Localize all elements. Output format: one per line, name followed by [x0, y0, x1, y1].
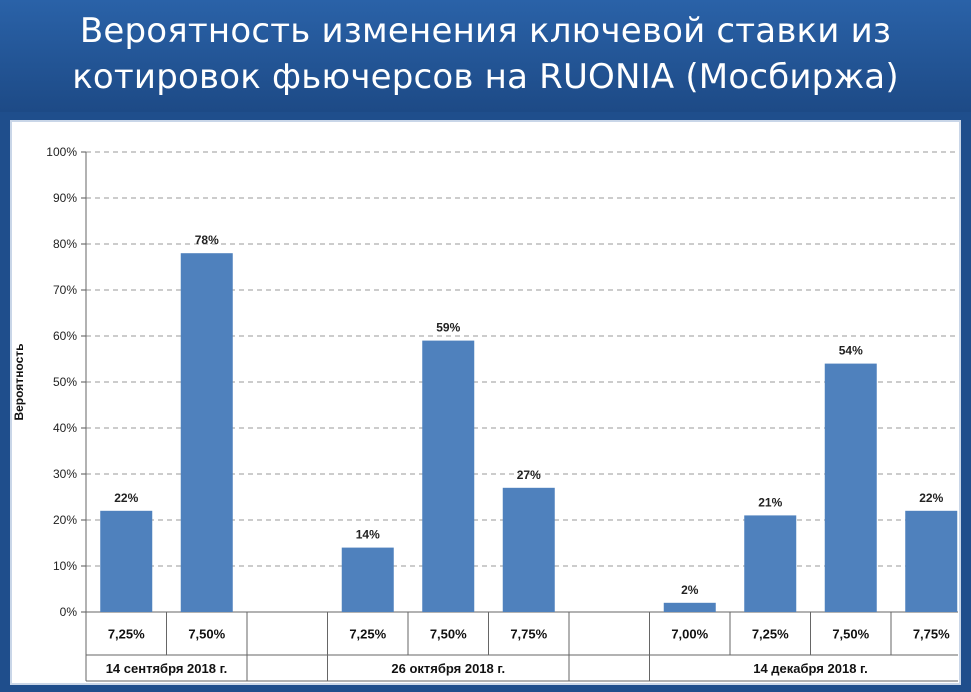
bar: [663, 602, 716, 612]
y-tick-label: 0%: [60, 605, 78, 619]
category-label: 7,75%: [913, 627, 950, 642]
data-label: 14%: [356, 528, 380, 542]
bar: [180, 253, 233, 612]
data-label: 54%: [839, 344, 863, 358]
title-banner: Вероятность изменения ключевой ставки из…: [0, 0, 971, 112]
bar: [905, 510, 958, 612]
data-label: 78%: [195, 233, 219, 247]
y-axis-title: Вероятность: [12, 343, 26, 420]
bar-chart: 0% 10% 20% 30% 40% 50% 60% 70% 80% 90% 100% Вероятн…: [12, 145, 958, 682]
y-tick-label: 20%: [53, 513, 77, 527]
category-label: 7,75%: [510, 627, 547, 642]
title-line-2: котировок фьючерсов на RUONIA (Мосбиржа): [72, 57, 899, 97]
category-label: 7,00%: [671, 627, 708, 642]
y-tick-label: 30%: [53, 467, 77, 481]
category-label: 7,25%: [349, 627, 386, 642]
bar: [422, 340, 475, 612]
title-line-1: Вероятность изменения ключевой ставки из: [79, 11, 892, 51]
y-tick-label: 40%: [53, 421, 77, 435]
y-tick-label: 90%: [53, 191, 77, 205]
category-label: 7,25%: [752, 627, 789, 642]
y-tick-label: 100%: [46, 145, 77, 159]
chart-frame: 0% 10% 20% 30% 40% 50% 60% 70% 80% 90% 100% Вероятн…: [10, 120, 961, 685]
data-label: 22%: [114, 491, 138, 505]
data-label: 21%: [758, 495, 782, 509]
group-label: 14 декабря 2018 г.: [753, 661, 868, 676]
data-label: 22%: [919, 491, 943, 505]
category-label: 7,50%: [188, 627, 225, 642]
data-label: 27%: [517, 468, 541, 482]
category-label: 7,25%: [108, 627, 145, 642]
category-label: 7,50%: [430, 627, 467, 642]
bar: [100, 510, 153, 612]
y-tick-label: 50%: [53, 375, 77, 389]
group-label: 14 сентября 2018 г.: [106, 661, 228, 676]
bar: [502, 487, 555, 612]
group-label: 26 октября 2018 г.: [391, 661, 505, 676]
bar: [744, 515, 797, 612]
category-label: 7,50%: [832, 627, 869, 642]
y-tick-label: 10%: [53, 559, 77, 573]
bar: [341, 547, 394, 612]
data-label: 2%: [681, 583, 699, 597]
y-tick-label: 80%: [53, 237, 77, 251]
bar: [824, 363, 877, 612]
y-tick-label: 60%: [53, 329, 77, 343]
y-tick-label: 70%: [53, 283, 77, 297]
data-label: 59%: [436, 321, 460, 335]
